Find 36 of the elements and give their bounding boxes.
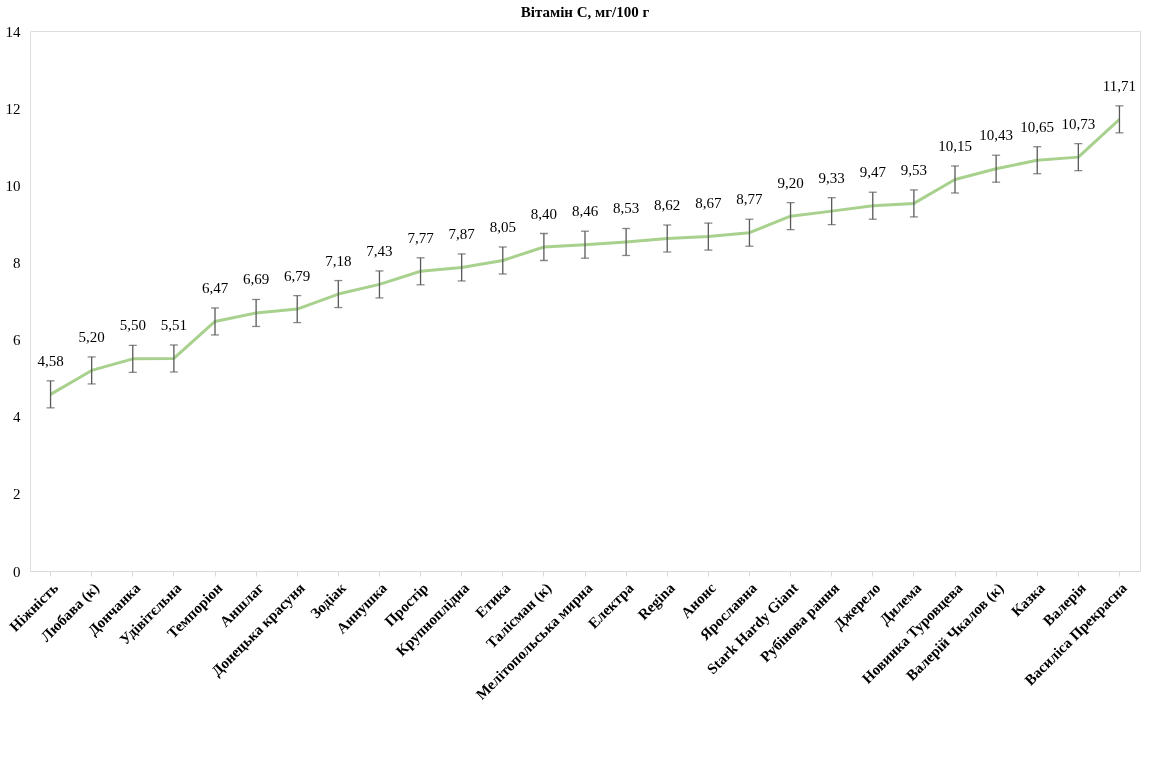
data-label: 11,71 [1102, 77, 1137, 94]
data-label: 8,40 [530, 205, 558, 222]
data-label: 4,58 [37, 352, 64, 369]
y-tick-label: 4 [13, 409, 21, 426]
data-label: 10,43 [979, 127, 1013, 144]
data-label: 5,20 [78, 328, 105, 345]
data-label: 7,77 [407, 229, 435, 246]
data-label: 9,33 [818, 169, 845, 186]
data-label: 9,20 [777, 174, 804, 191]
data-label: 8,77 [736, 191, 764, 208]
data-label: 10,73 [1061, 115, 1096, 132]
data-label: 9,47 [859, 164, 887, 181]
data-label: 8,05 [489, 219, 516, 235]
data-label: 8,53 [612, 200, 640, 217]
data-label: 7,18 [325, 252, 352, 269]
data-label: 8,67 [695, 195, 722, 212]
data-label: 6,69 [242, 271, 270, 288]
y-tick-label: 14 [5, 23, 21, 40]
data-label: 7,43 [366, 242, 393, 259]
data-label: 5,50 [119, 317, 146, 334]
data-label: 5,51 [160, 316, 188, 333]
data-label: 6,79 [284, 267, 311, 284]
y-tick-label: 0 [13, 563, 21, 580]
y-tick-label: 10 [5, 177, 21, 194]
data-label: 7,87 [448, 225, 476, 242]
y-tick-label: 8 [13, 254, 21, 271]
y-tick-label: 2 [13, 486, 21, 503]
data-label: 9,53 [900, 161, 928, 178]
data-label: 8,46 [571, 203, 599, 220]
data-label: 10,15 [938, 138, 972, 154]
y-tick-label: 12 [5, 100, 21, 117]
chart-title: Вітамін С, мг/100 г [520, 4, 650, 20]
data-label: 8,62 [654, 197, 681, 214]
y-tick-label: 6 [13, 332, 21, 349]
data-label: 6,47 [201, 279, 229, 296]
data-label: 10,65 [1020, 118, 1055, 135]
